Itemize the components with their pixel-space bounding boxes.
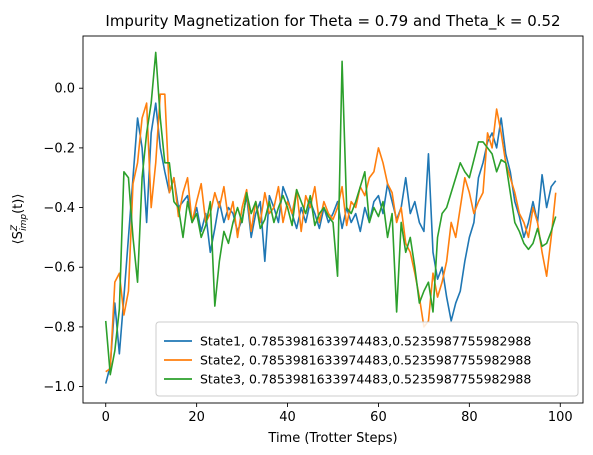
axes-frame bbox=[82, 35, 584, 404]
x-tick-label: 0 bbox=[102, 410, 110, 425]
legend-label-1: State1, 0.7853981633974483,0.52359877559… bbox=[200, 334, 531, 349]
x-axis-label: Time (Trotter Steps) bbox=[267, 431, 397, 446]
y-tick-label: −0.4 bbox=[43, 201, 75, 216]
y-tick-label: −0.6 bbox=[43, 261, 75, 276]
x-tick-label: 80 bbox=[461, 410, 478, 425]
series-line-2 bbox=[105, 93, 557, 373]
y-axis-label-sup: Z bbox=[10, 224, 20, 232]
y-tick-label: 0.0 bbox=[54, 82, 75, 97]
series-line-3 bbox=[104, 51, 557, 376]
x-tick-label: 20 bbox=[188, 410, 205, 425]
y-axis-label-main: ⟨S bbox=[11, 231, 26, 244]
x-tick-label: 40 bbox=[279, 410, 296, 425]
svg-text:⟨SZimp(t)⟩: ⟨SZimp(t)⟩ bbox=[10, 194, 29, 245]
chart-title: Impurity Magnetization for Theta = 0.79 … bbox=[105, 12, 560, 31]
y-tick-label: −1.0 bbox=[43, 380, 75, 395]
x-tick-label: 60 bbox=[370, 410, 387, 425]
y-tick-label: −0.2 bbox=[43, 141, 75, 156]
legend-label-2: State2, 0.7853981633974483,0.52359877559… bbox=[200, 353, 531, 368]
x-axis-ticks: 0 20 40 60 80 100 bbox=[102, 403, 573, 425]
series-layer bbox=[104, 51, 557, 384]
y-axis-label-tail: (t)⟩ bbox=[11, 194, 26, 214]
legend-box bbox=[155, 321, 579, 397]
y-axis-ticks: −1.0 −0.8 −0.6 −0.4 −0.2 0.0 bbox=[43, 82, 83, 395]
y-axis-label: ⟨SZimp(t)⟩ bbox=[10, 194, 29, 245]
y-axis-label-sub: imp bbox=[19, 214, 29, 231]
legend: State1, 0.7853981633974483,0.52359877559… bbox=[155, 321, 579, 397]
y-tick-label: −0.8 bbox=[43, 320, 75, 335]
x-tick-label: 100 bbox=[548, 410, 573, 425]
legend-label-3: State3, 0.7853981633974483,0.52359877559… bbox=[200, 372, 531, 387]
